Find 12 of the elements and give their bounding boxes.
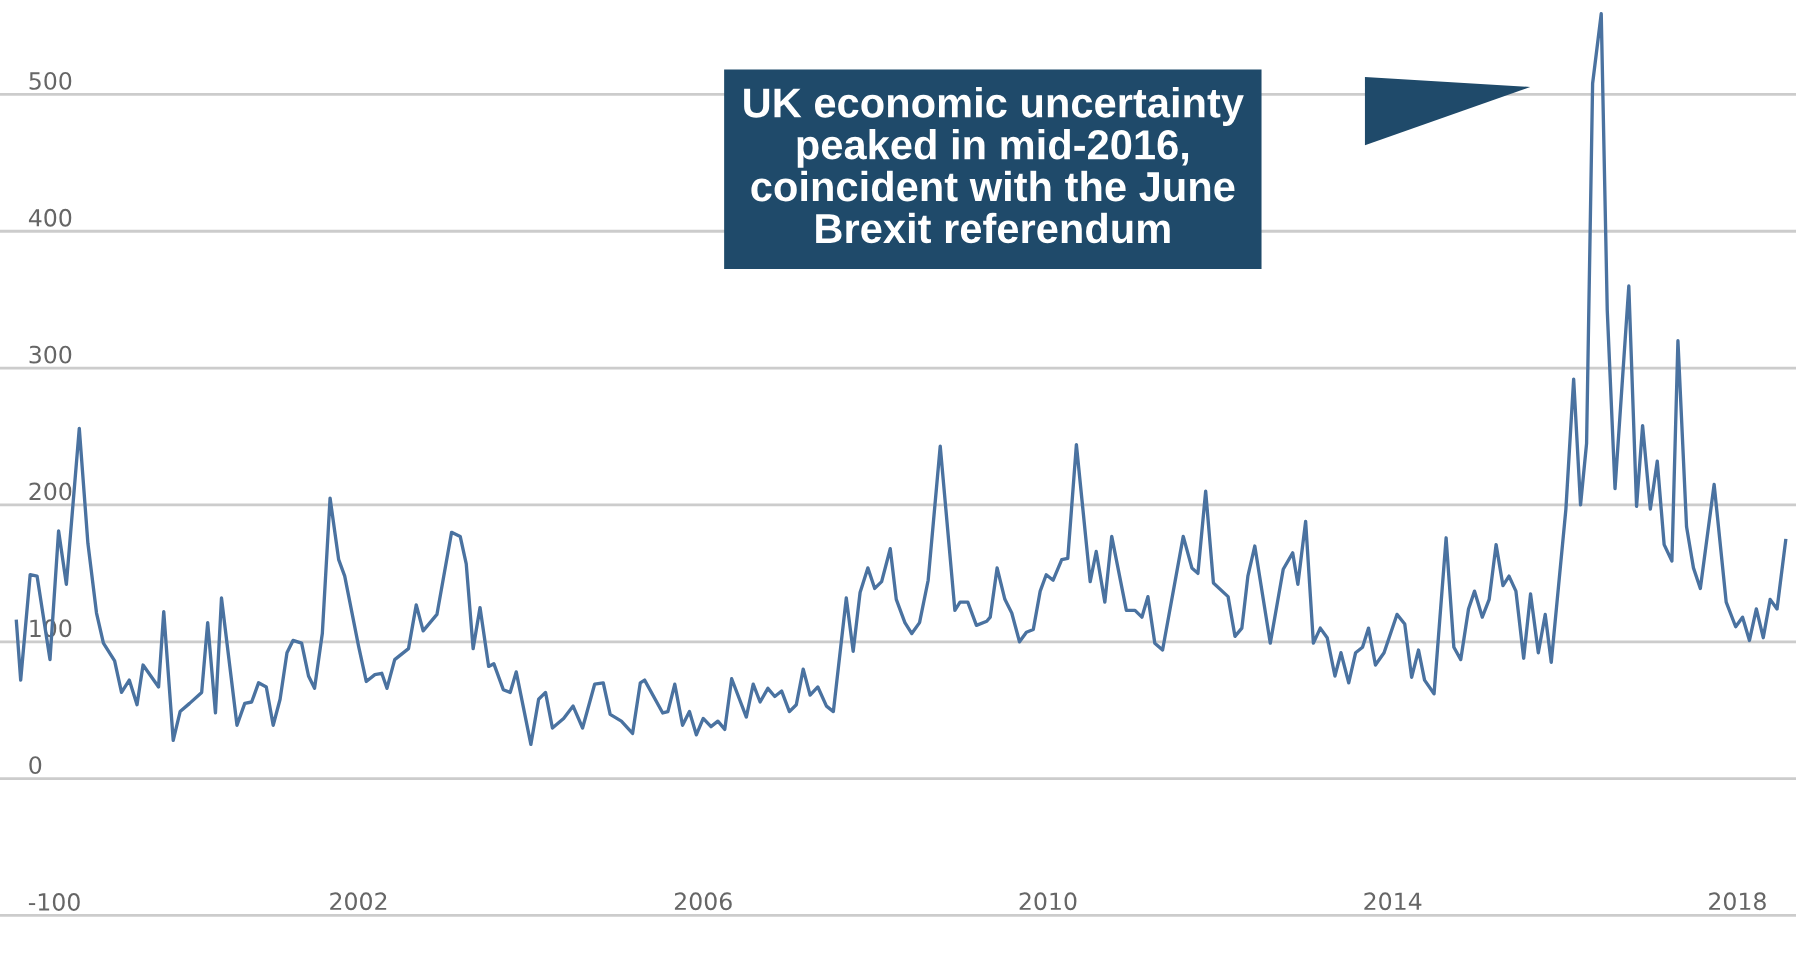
x-tick-label: 2002 [330, 892, 387, 911]
x-tick-label: 2010 [1019, 892, 1077, 911]
y-tick-label: 500 [29, 71, 72, 90]
y-tick-label: 300 [29, 345, 72, 364]
x-tick-label: 2006 [674, 892, 732, 911]
annotation: UK economic uncertainty peaked in mid-2016, coincident with the June Brexit referendum [744, 87, 1244, 244]
y-tick-label: 200 [29, 482, 72, 501]
x-tick-label: 2018 [1709, 892, 1766, 911]
y-tick-label: 400 [28, 208, 72, 227]
x-tick-label: 2014 [1364, 892, 1422, 911]
y-tick-label: -100 [28, 893, 80, 911]
y-tick-label: 0 [29, 756, 42, 775]
